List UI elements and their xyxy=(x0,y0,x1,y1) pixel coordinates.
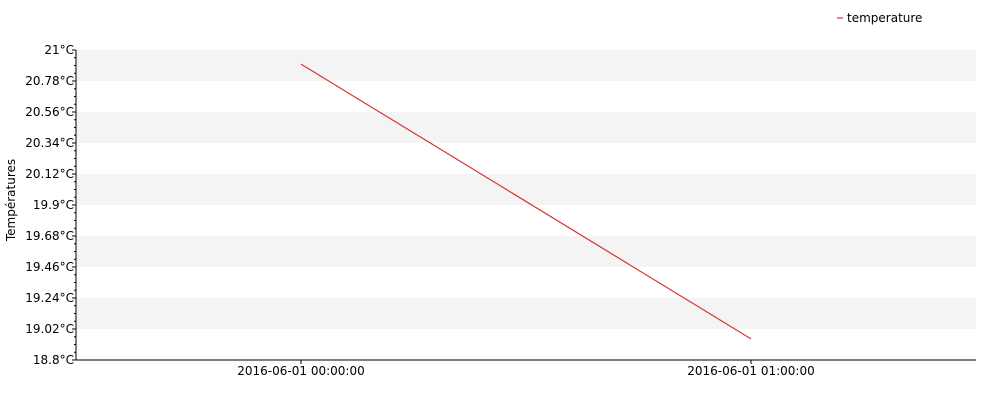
legend-label: temperature xyxy=(847,11,922,25)
y-tick-label: 19.68°C xyxy=(25,229,74,243)
legend[interactable]: temperature xyxy=(837,11,922,25)
grid-band xyxy=(76,236,976,267)
grid-band xyxy=(76,112,976,143)
x-tick-label: 2016-06-01 01:00:00 xyxy=(687,364,814,378)
y-tick-label: 20.56°C xyxy=(25,105,74,119)
y-tick-label: 19.02°C xyxy=(25,322,74,336)
series-line-temperature xyxy=(300,63,752,340)
y-tick-label: 19.9°C xyxy=(33,198,74,212)
grid-band xyxy=(76,50,976,81)
grid-band xyxy=(76,174,976,205)
y-tick-label: 20.34°C xyxy=(25,136,74,150)
x-tick-label: 2016-06-01 00:00:00 xyxy=(237,364,364,378)
y-tick-label: 20.78°C xyxy=(25,74,74,88)
y-axis-title: Températures xyxy=(4,159,18,242)
y-tick-label: 19.24°C xyxy=(25,291,74,305)
y-tick-label: 18.8°C xyxy=(33,353,74,367)
y-tick-label: 19.46°C xyxy=(25,260,74,274)
x-axis-ticks: 2016-06-01 00:00:00 2016-06-01 01:00:00 xyxy=(237,360,815,378)
y-tick-label: 20.12°C xyxy=(25,167,74,181)
grid-bands xyxy=(76,50,976,329)
y-axis-ticks: 18.8°C 19.02°C 19.24°C 19.46°C 19.68°C 19.9°C… xyxy=(25,43,76,367)
grid-band xyxy=(76,298,976,329)
plot-lines xyxy=(300,63,752,340)
y-tick-label: 21°C xyxy=(44,43,74,57)
